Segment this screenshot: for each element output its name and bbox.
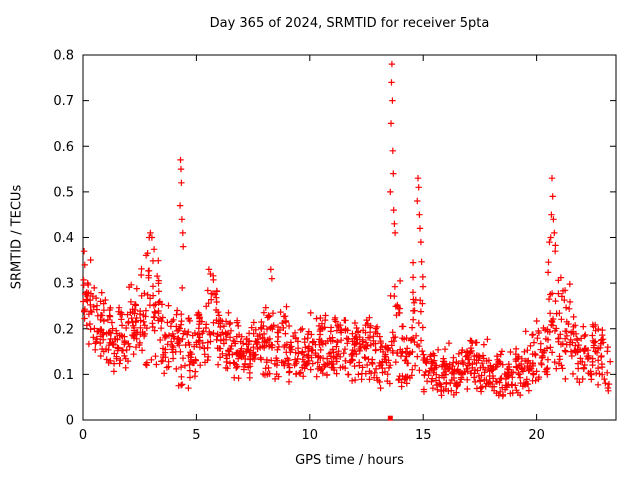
y-tick-label: 0.8 bbox=[53, 49, 74, 64]
x-tick-label: 15 bbox=[415, 428, 432, 443]
x-axis-label: GPS time / hours bbox=[295, 453, 404, 468]
y-tick-label: 0 bbox=[66, 414, 74, 429]
x-tick-label: 5 bbox=[192, 428, 200, 443]
x-tick-label: 20 bbox=[528, 428, 545, 443]
plot-border bbox=[82, 54, 617, 421]
y-tick-label: 0.4 bbox=[53, 231, 74, 246]
y-tick-label: 0.1 bbox=[53, 368, 74, 383]
x-tick-label: 0 bbox=[79, 428, 87, 443]
chart-title: Day 365 of 2024, SRMTID for receiver 5pt… bbox=[209, 16, 490, 31]
y-tick-label: 0.6 bbox=[53, 140, 74, 155]
axis-ticks bbox=[82, 54, 616, 421]
y-tick-label: 0.3 bbox=[53, 277, 74, 292]
y-tick-label: 0.7 bbox=[53, 94, 74, 109]
x-tick-label: 10 bbox=[302, 428, 319, 443]
data-points bbox=[80, 60, 614, 400]
square-marker bbox=[387, 415, 393, 421]
y-tick-label: 0.5 bbox=[53, 185, 74, 200]
y-tick-label: 0.2 bbox=[53, 322, 74, 337]
tick-labels: 0 5 10 15 20 0 0.1 0.2 0.3 0.4 0.5 0.6 0.7 0.8 bbox=[53, 49, 545, 444]
